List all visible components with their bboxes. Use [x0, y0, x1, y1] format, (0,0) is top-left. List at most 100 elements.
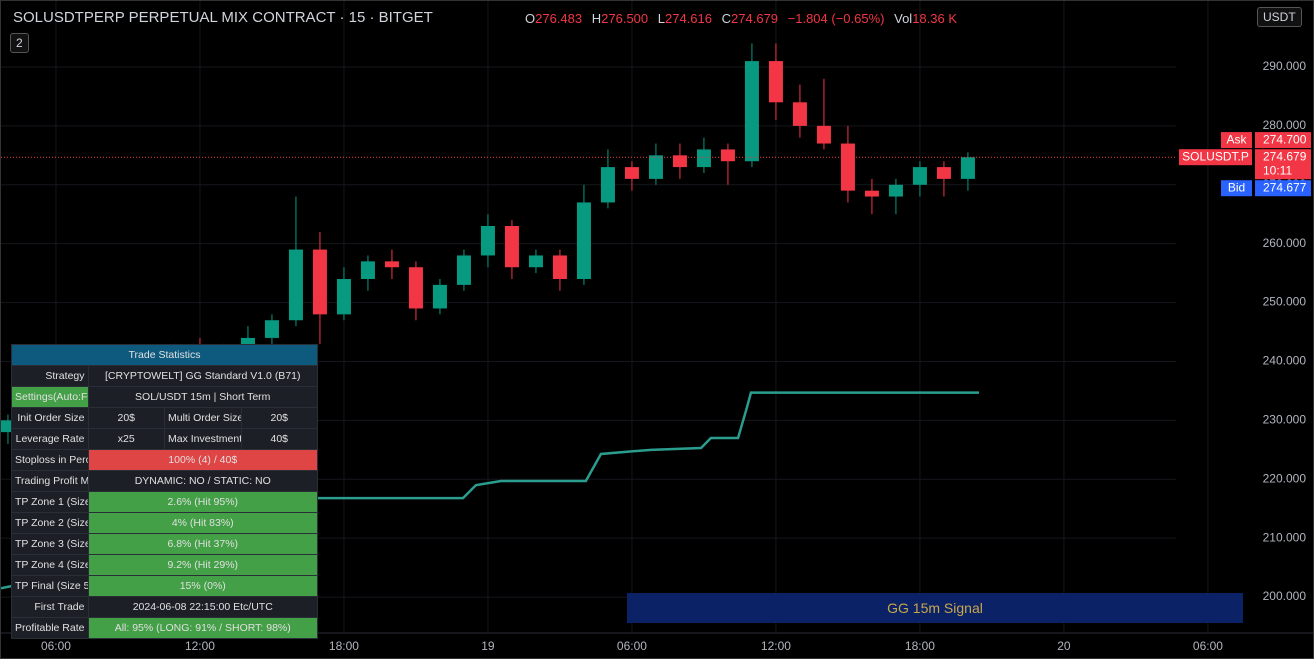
y-tick-label: 240.000: [1263, 354, 1307, 368]
cell: x25: [87, 428, 165, 450]
cell: DYNAMIC: NO / STATIC: NO: [87, 470, 318, 492]
candle-body: [456, 255, 471, 285]
symbol: SOLUSDTPERP PERPETUAL MIX CONTRACT · 15 …: [13, 9, 433, 26]
price-name-badge: [1221, 132, 1252, 149]
change: −1.804 (−0.65%): [787, 11, 885, 26]
y-tick-label: 280.000: [1263, 118, 1307, 132]
price-badge: [1255, 180, 1311, 197]
cell: 40$: [240, 428, 318, 450]
candle-body: [648, 155, 663, 179]
y-tick-label: 250.000: [1263, 295, 1307, 309]
price-value: 274.679: [1263, 149, 1307, 163]
cell: All: 95% (LONG: 91% / SHORT: 98%): [87, 617, 318, 639]
candle-body: [768, 61, 783, 103]
cell: Leverage Rate: [11, 428, 89, 450]
cell: TP Zone 4 (Size 15%): [11, 554, 89, 576]
cell: TP Zone 2 (Size 25%): [11, 512, 89, 534]
y-tick-label: 210.000: [1263, 530, 1307, 544]
cell: 6.8% (Hit 37%): [87, 533, 318, 555]
cell: Profitable Rate: [11, 617, 89, 639]
price-name-badge: [1179, 149, 1252, 166]
candle-body: [960, 157, 975, 179]
c: 274.679: [731, 11, 779, 26]
candle-body: [408, 267, 423, 309]
cell: SOL/USDT 15m | Short Term: [87, 386, 318, 408]
currency-button[interactable]: USDT: [1257, 7, 1302, 27]
candle-body: [744, 61, 759, 162]
candle-body: [816, 125, 831, 144]
x-tick-label: 06:00: [41, 639, 71, 653]
table-title: Trade Statistics: [11, 344, 318, 366]
x-tick-label: 12:00: [761, 639, 791, 653]
candle-body: [600, 167, 615, 203]
vol: 18.36 K: [912, 11, 958, 26]
cell: 4% (Hit 83%): [87, 512, 318, 534]
trade-stats: Trade Statistics Strategy [CRYPTOWELT] GG…: [11, 344, 318, 639]
vol-label: Vol: [894, 11, 913, 26]
cell: 20$: [240, 407, 318, 429]
x-tick-label: 06:00: [617, 639, 647, 653]
candle-body: [672, 155, 687, 168]
candle-body: [384, 261, 399, 268]
h-label: H: [591, 11, 602, 26]
cell: Strategy: [11, 365, 89, 387]
cell: Init Order Size: [11, 407, 89, 429]
cell: First Trade: [11, 596, 89, 618]
candle-body: [936, 167, 951, 179]
price-name: Ask: [1226, 132, 1247, 146]
countdown: 10:11: [1263, 163, 1292, 177]
price-badge: [1255, 132, 1311, 149]
candle-body: [552, 255, 567, 280]
x-tick-label: 06:00: [1193, 639, 1223, 653]
candle-body: [264, 320, 279, 338]
cell: 20$: [87, 407, 165, 429]
y-tick-label: 200.000: [1263, 589, 1307, 603]
cell: TP Zone 3 (Size 25%): [11, 533, 89, 555]
x-tick-label: 12:00: [185, 639, 215, 653]
y-tick-label: 260.000: [1263, 236, 1307, 250]
cell: 100% (4) / 40$: [87, 449, 318, 471]
price-badge: [1255, 149, 1311, 180]
candle-body: [504, 225, 519, 268]
y-tick-label: 220.000: [1263, 471, 1307, 485]
symbol-title: SOLUSDTPERP PERPETUAL MIX CONTRACT · 15 …: [13, 9, 437, 26]
indicators-toggle[interactable]: 2: [10, 33, 29, 53]
price-name: SOLUSDT.P: [1182, 149, 1249, 163]
o: 276.483: [535, 11, 583, 26]
l-label: L: [657, 11, 665, 26]
candle-body: [792, 102, 807, 126]
price-value: 274.677: [1263, 180, 1307, 194]
price-value: 274.700: [1263, 132, 1307, 146]
c-label: C: [721, 11, 732, 26]
y-tick-label: 290.000: [1263, 59, 1307, 73]
cell: 15% (0%): [87, 575, 318, 597]
cell: Settings(Auto:FOUND): [11, 386, 89, 408]
candle-body: [840, 143, 855, 191]
cell: 2.6% (Hit 95%): [87, 491, 318, 513]
candle-body: [288, 249, 303, 321]
x-tick-label: 18:00: [905, 639, 935, 653]
candle-body: [888, 184, 903, 197]
candle-body: [696, 149, 711, 168]
ohlc: O276.483 H276.500 L274.616 C274.679 −1.8…: [525, 11, 963, 26]
price-name-badge: [1221, 180, 1252, 197]
cell: 2024-06-08 22:15:00 Etc/UTC: [87, 596, 318, 618]
candle-body: [864, 190, 879, 197]
cell: 9.2% (Hit 29%): [87, 554, 318, 576]
candle-body: [624, 167, 639, 179]
candle-body: [312, 249, 327, 315]
candle-body: [576, 202, 591, 280]
candle-body: [912, 167, 927, 185]
cell: Stoploss in Percent: [11, 449, 89, 471]
h: 276.500: [601, 11, 649, 26]
candle-body: [720, 149, 735, 162]
candle-body: [1, 420, 15, 433]
o-label: O: [525, 11, 536, 26]
y-tick-label: 230.000: [1263, 413, 1307, 427]
cell: Max Investment Size: [164, 428, 242, 450]
candle-body: [528, 255, 543, 268]
candle-body: [480, 225, 495, 256]
price-name: Bid: [1228, 180, 1245, 194]
cell: TP Final (Size 5%): [11, 575, 89, 597]
